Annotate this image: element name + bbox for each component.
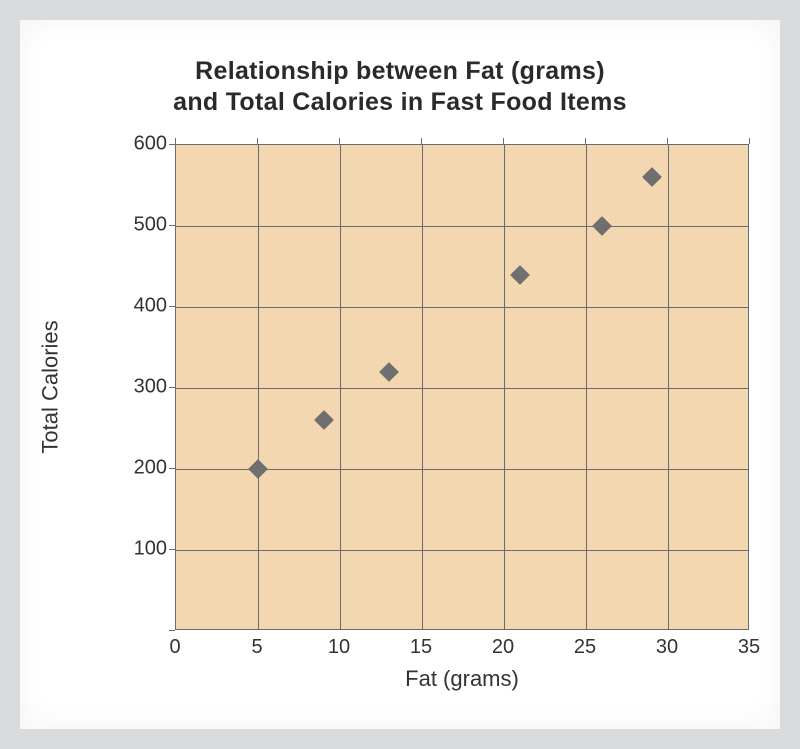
y-axis-label: Total Calories: [37, 320, 63, 453]
tick-top: [503, 138, 504, 144]
x-tick-label: 0: [169, 636, 180, 659]
gridline-vertical: [422, 145, 423, 629]
x-tick-label: 20: [492, 636, 514, 659]
scatter-plot: Fat (grams) Total Calories 0510152025303…: [175, 144, 749, 630]
gridline-vertical: [258, 145, 259, 629]
tick-top: [257, 138, 258, 144]
y-tick-label: 600: [134, 133, 167, 156]
x-tick-label: 30: [656, 636, 678, 659]
tick-top: [175, 138, 176, 144]
data-point: [248, 459, 268, 479]
data-point: [379, 362, 399, 382]
gridline-horizontal: [176, 550, 748, 551]
tick-left: [169, 144, 175, 145]
y-tick-label: 300: [134, 376, 167, 399]
data-point: [642, 167, 662, 187]
gridline-vertical: [586, 145, 587, 629]
gridline-vertical: [340, 145, 341, 629]
tick-left: [169, 225, 175, 226]
gridline-vertical: [504, 145, 505, 629]
gridline-horizontal: [176, 388, 748, 389]
data-point: [592, 216, 612, 236]
tick-left: [169, 387, 175, 388]
y-tick-label: 200: [134, 457, 167, 480]
y-tick-label: 100: [134, 538, 167, 561]
x-tick-label: 5: [251, 636, 262, 659]
x-tick-label: 10: [328, 636, 350, 659]
gridline-horizontal: [176, 226, 748, 227]
tick-left: [169, 468, 175, 469]
y-tick-label: 400: [134, 295, 167, 318]
tick-left: [169, 630, 175, 631]
plot-area: [175, 144, 749, 630]
data-point: [510, 265, 530, 285]
data-point: [314, 410, 334, 430]
chart-title-line2: and Total Calories in Fast Food Items: [173, 88, 627, 116]
tick-left: [169, 549, 175, 550]
x-tick-label: 35: [738, 636, 760, 659]
x-tick-label: 15: [410, 636, 432, 659]
chart-title-line1: Relationship between Fat (grams): [195, 57, 605, 85]
tick-top: [667, 138, 668, 144]
x-tick-label: 25: [574, 636, 596, 659]
tick-top: [421, 138, 422, 144]
chart-title: Relationship between Fat (grams) and Tot…: [20, 56, 780, 119]
chart-frame: Relationship between Fat (grams) and Tot…: [20, 20, 780, 729]
x-axis-label: Fat (grams): [405, 666, 519, 692]
gridline-vertical: [668, 145, 669, 629]
tick-top: [585, 138, 586, 144]
tick-top: [749, 138, 750, 144]
y-tick-label: 500: [134, 214, 167, 237]
tick-left: [169, 306, 175, 307]
gridline-horizontal: [176, 307, 748, 308]
tick-top: [339, 138, 340, 144]
